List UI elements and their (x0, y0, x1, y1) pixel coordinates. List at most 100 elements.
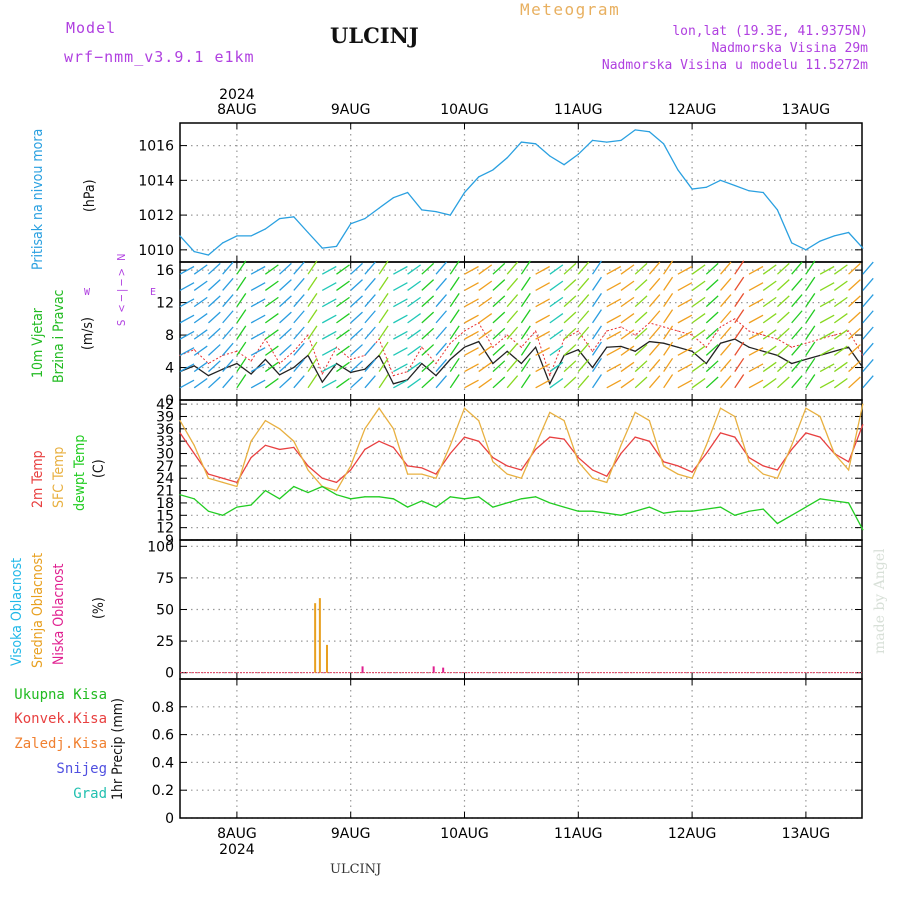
data-point (407, 506, 409, 508)
elevation-text: Nadmorska Visina 29m (711, 41, 868, 56)
data-point (307, 469, 309, 471)
y-tick-label: 8 (165, 328, 174, 344)
data-point (520, 141, 523, 143)
wind-barb (350, 327, 363, 340)
data-point (748, 461, 750, 463)
wind-barb (648, 342, 661, 356)
data-point (535, 444, 537, 446)
data-point (776, 209, 779, 211)
wind-barb (179, 347, 195, 356)
wind-barb (606, 330, 622, 340)
data-point (392, 375, 394, 377)
data-point (321, 247, 323, 249)
data-point (634, 129, 636, 131)
wind-barb (336, 296, 350, 308)
cloud-bar (318, 598, 321, 673)
data-point (620, 444, 622, 446)
wind-barb (620, 377, 635, 389)
wind-barb (691, 345, 706, 356)
wind-barb (378, 357, 389, 372)
wind-barb (862, 342, 874, 356)
data-point (449, 452, 451, 455)
data-point (563, 419, 565, 422)
wind-barb (549, 345, 564, 356)
wind-barb (705, 376, 719, 389)
wind-barb (350, 295, 363, 308)
wind-barb (293, 310, 305, 324)
data-point (463, 498, 466, 500)
wind-barb (506, 294, 519, 308)
data-point (278, 374, 281, 376)
wind-barb (691, 264, 706, 275)
wind-barb (848, 360, 861, 373)
data-point (421, 362, 423, 365)
wind-barb (591, 341, 602, 356)
wind-barb (577, 277, 590, 291)
data-point (591, 350, 594, 352)
legend-hail: Grad (73, 786, 107, 802)
wind-barb (677, 314, 693, 324)
data-point (350, 358, 352, 361)
wind-barb (848, 262, 861, 275)
wind-barb (777, 279, 790, 291)
panel-frame (179, 261, 863, 401)
wind-barb (520, 357, 531, 372)
wind-barb (208, 376, 221, 389)
wind-barb (734, 374, 745, 389)
wind-barb (449, 357, 460, 372)
data-point (435, 473, 437, 475)
data-point (421, 500, 423, 502)
y-tick-label: 0.8 (152, 700, 174, 716)
y-tick-label: 15 (156, 508, 174, 524)
wind-barb (677, 363, 693, 373)
wind-barb (350, 376, 363, 389)
data-point (492, 169, 494, 171)
wind-barb (848, 295, 861, 308)
y-tick-label: 50 (156, 603, 174, 619)
wind-barb (378, 292, 389, 308)
wind-barb (179, 379, 195, 389)
data-point (350, 465, 352, 467)
wind-barb (620, 345, 635, 356)
data-point (748, 346, 750, 348)
wind-barb (321, 298, 337, 308)
wind-barb (862, 359, 874, 373)
wind-barb (222, 277, 234, 291)
wind-barb (236, 276, 247, 291)
x-label-top: 11AUG (554, 102, 603, 118)
wind-barb (250, 363, 266, 373)
wind-barb (535, 282, 550, 291)
data-point (520, 498, 523, 500)
cloud-bar (361, 666, 364, 673)
data-point (392, 197, 394, 199)
data-point (264, 444, 266, 446)
data-point (748, 190, 750, 192)
wind-barb (819, 314, 835, 324)
wind-barb (734, 309, 745, 324)
wind-barb (777, 327, 790, 340)
data-point (236, 481, 238, 483)
wind-barb (293, 342, 305, 356)
data-point (463, 407, 466, 409)
wind-barb (393, 265, 408, 275)
wind-barb (393, 314, 408, 324)
wind-barb (336, 313, 350, 324)
x-label-bottom: 9AUG (331, 826, 371, 842)
wind-barb (421, 327, 435, 340)
data-point (606, 346, 608, 348)
data-point (364, 217, 366, 220)
wind-barb (279, 376, 292, 389)
data-point (734, 318, 736, 320)
footer-station: ULCINJ (330, 862, 382, 877)
wind-barb (591, 260, 602, 275)
wind-barb (620, 329, 635, 340)
wind-barb (819, 330, 835, 340)
wind-barb (720, 310, 732, 324)
data-point (591, 510, 594, 512)
wind-barb (193, 264, 208, 275)
wind-barb (705, 344, 719, 356)
wind-barb (307, 292, 318, 308)
data-point (463, 330, 466, 332)
wind-barb (307, 260, 318, 275)
wind-barb (279, 327, 292, 340)
